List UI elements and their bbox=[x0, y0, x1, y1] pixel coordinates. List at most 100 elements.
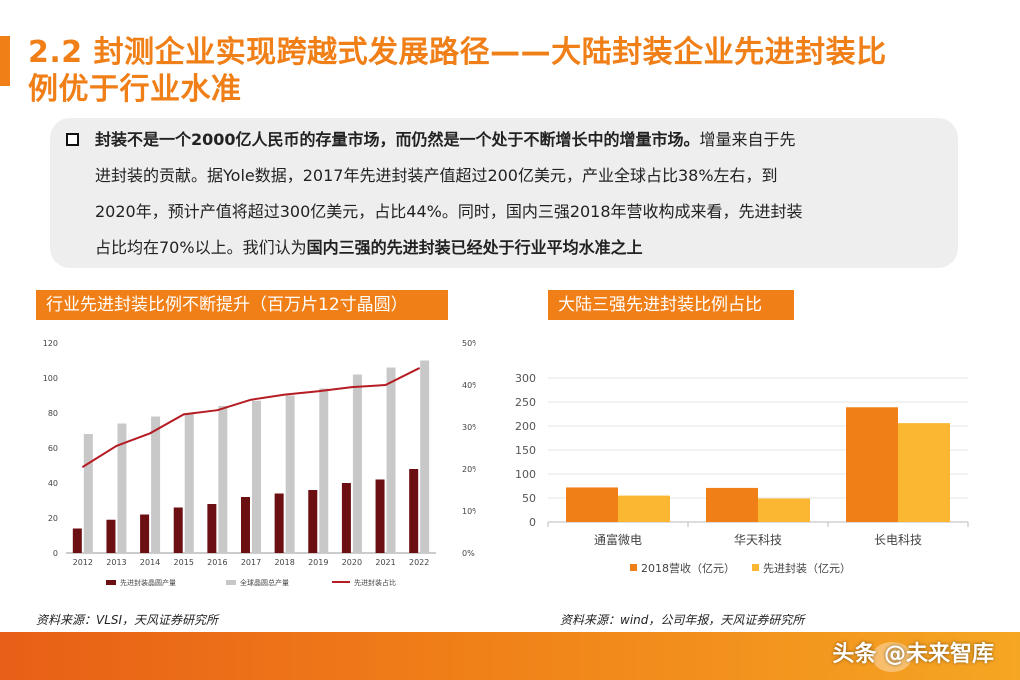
advanced-bar bbox=[375, 479, 385, 553]
advanced-bar bbox=[341, 483, 351, 553]
ratio-line bbox=[82, 367, 420, 468]
y-tick-label: 200 bbox=[515, 420, 536, 433]
advanced-bar bbox=[308, 490, 318, 553]
ratio-point bbox=[82, 466, 84, 468]
total-bar bbox=[285, 395, 295, 553]
footer-band bbox=[0, 632, 1020, 680]
y2-tick-label: 10% bbox=[462, 507, 476, 516]
advanced-bar bbox=[173, 507, 183, 553]
summary-line-4: 占比均在70%以上。我们认为国内三强的先进封装已经处于行业平均水准之上 bbox=[95, 230, 935, 266]
watermark-logo-icon bbox=[872, 642, 912, 672]
y-tick-label: 20 bbox=[48, 514, 58, 523]
advanced-packaging-bar bbox=[898, 423, 950, 522]
y-tick-label: 100 bbox=[43, 374, 58, 383]
legend-label-ratio: 先进封装占比 bbox=[354, 578, 396, 587]
ratio-point bbox=[351, 386, 353, 388]
advanced-packaging-bar bbox=[758, 498, 810, 522]
legend-swatch-revenue bbox=[630, 564, 637, 571]
legend-label-advanced: 先进封装（亿元） bbox=[763, 561, 851, 575]
total-bar bbox=[218, 406, 228, 553]
x-tick-label: 2020 bbox=[342, 558, 362, 567]
advanced-bar bbox=[274, 493, 284, 553]
advanced-bar bbox=[241, 497, 250, 553]
right-source-note: 资料来源：wind，公司年报，天风证券研究所 bbox=[560, 613, 805, 627]
summary-text: 封装不是一个2000亿人民币的存量市场，而仍然是一个处于不断增长中的增量市场。增… bbox=[95, 122, 935, 266]
big-three-packaging-chart: 0 50 100 150 200 250 300 通富微电 华天科技 长电科技 2018营收（亿元）… bbox=[515, 372, 969, 575]
advanced-packaging-bar bbox=[618, 495, 670, 522]
summary-box bbox=[50, 118, 958, 268]
y-tick-label: 40 bbox=[48, 479, 58, 488]
revenue-bar bbox=[566, 487, 618, 522]
y-tick-label: 250 bbox=[515, 396, 536, 409]
advanced-bar bbox=[207, 504, 217, 553]
y-tick-label: 100 bbox=[515, 468, 536, 481]
total-bar bbox=[184, 413, 194, 553]
watermark-text: 头条 @未来智库 bbox=[832, 642, 994, 667]
left-chart-panel: 0 20 40 60 80 100 120 0% 10% 20% 30% 40% 50% 2012 2013… bbox=[36, 333, 480, 603]
y2-tick-label: 40% bbox=[462, 381, 476, 390]
revenue-bar bbox=[706, 487, 758, 522]
total-bar bbox=[83, 434, 93, 553]
left-section-title: 行业先进封装比例不断提升（百万片12寸晶圆） bbox=[36, 290, 448, 320]
total-bar bbox=[420, 360, 430, 553]
y-tick-label: 50 bbox=[522, 492, 536, 505]
ratio-point bbox=[317, 390, 320, 393]
legend-swatch-advanced bbox=[752, 564, 759, 571]
summary-line4-bold: 国内三强的先进封装已经处于行业平均水准之上 bbox=[306, 238, 643, 257]
summary-line-3: 2020年，预计产值将超过300亿美元，占比44%。同时，国内三强2018年营收… bbox=[95, 202, 803, 221]
y-tick-label: 120 bbox=[43, 339, 58, 348]
x-tick-label: 通富微电 bbox=[594, 532, 642, 547]
legend-label-revenue: 2018营收（亿元） bbox=[641, 561, 735, 575]
ratio-point bbox=[384, 384, 387, 386]
x-tick-label: 2012 bbox=[73, 558, 93, 567]
ratio-point bbox=[250, 398, 252, 401]
y2-tick-label: 50% bbox=[462, 339, 476, 348]
total-bar bbox=[352, 374, 362, 553]
total-bar bbox=[117, 423, 127, 553]
x-tick-label: 2017 bbox=[241, 558, 261, 567]
y-tick-label: 80 bbox=[48, 409, 58, 418]
advanced-bar bbox=[140, 514, 150, 553]
right-section-title: 大陆三强先进封装比例占比 bbox=[548, 290, 794, 320]
x-tick-label: 2022 bbox=[409, 558, 429, 567]
slide-title: 2.2 封测企业实现跨越式发展路径——大陆封装企业先进封装比 例优于行业水准 bbox=[28, 34, 978, 108]
slide-title-line2: 例优于行业水准 bbox=[28, 72, 242, 107]
y-tick-label: 150 bbox=[515, 444, 536, 457]
x-tick-label: 长电科技 bbox=[874, 533, 922, 547]
x-tick-label: 2014 bbox=[140, 558, 160, 567]
y-tick-label: 0 bbox=[529, 516, 536, 529]
x-tick-label: 华天科技 bbox=[734, 533, 782, 547]
y-tick-label: 60 bbox=[48, 444, 58, 453]
ratio-point bbox=[149, 432, 151, 435]
total-bar bbox=[319, 388, 329, 553]
y2-tick-label: 20% bbox=[462, 465, 476, 474]
ratio-point bbox=[283, 393, 286, 396]
ratio-point bbox=[418, 367, 420, 369]
summary-line-1: 封装不是一个2000亿人民币的存量市场，而仍然是一个处于不断增长中的增量市场。增… bbox=[95, 122, 935, 158]
summary-line-2: 进封装的贡献。据Yole数据，2017年先进封装产值超过200亿美元，产业全球占… bbox=[95, 166, 778, 185]
slide-title-line1: 2.2 封测企业实现跨越式发展路径——大陆封装企业先进封装比 bbox=[28, 35, 887, 70]
y2-tick-label: 0% bbox=[462, 549, 475, 558]
x-tick-label: 2013 bbox=[106, 558, 126, 567]
y-tick-label: 300 bbox=[515, 372, 536, 385]
x-tick-label: 2016 bbox=[207, 558, 227, 567]
y-tick-label: 0 bbox=[53, 549, 58, 558]
title-accent-bar bbox=[0, 36, 10, 86]
legend-label-total: 全球晶圆总产量 bbox=[240, 578, 289, 587]
total-bar bbox=[252, 400, 261, 553]
ratio-point bbox=[182, 413, 185, 416]
left-source-note: 资料来源：VLSI，天风证券研究所 bbox=[36, 613, 219, 627]
advanced-bar bbox=[409, 469, 419, 553]
y2-tick-label: 30% bbox=[462, 423, 476, 432]
ratio-point bbox=[216, 409, 219, 411]
legend-label-advanced: 先进封装晶圆产量 bbox=[120, 578, 176, 587]
x-tick-label: 2019 bbox=[308, 558, 328, 567]
advanced-bar bbox=[72, 528, 82, 553]
total-bar bbox=[386, 367, 396, 553]
legend-swatch-total bbox=[226, 580, 236, 585]
total-bar bbox=[151, 416, 161, 553]
summary-line4-a: 占比均在70%以上。我们认为 bbox=[95, 238, 307, 257]
x-tick-label: 2018 bbox=[274, 558, 294, 567]
revenue-bar bbox=[846, 407, 898, 522]
right-chart-panel: 0 50 100 150 200 250 300 通富微电 华天科技 长电科技 2018营收（亿元）… bbox=[508, 360, 978, 590]
